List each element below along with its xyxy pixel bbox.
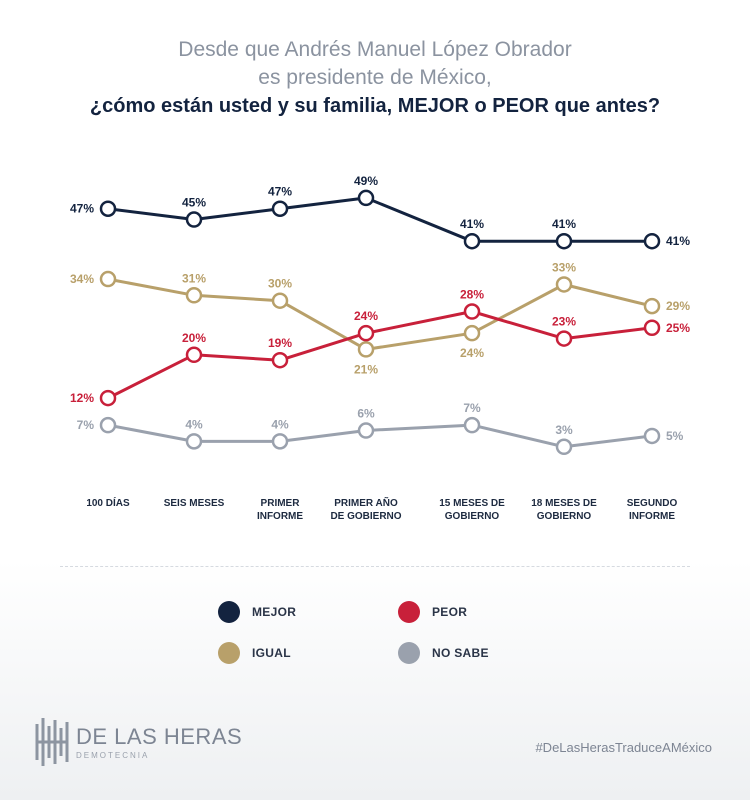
legend-swatch-peor	[398, 601, 420, 623]
data-label-peor: 25%	[666, 321, 690, 335]
data-point-no-sabe	[463, 416, 481, 434]
title-question: ¿cómo están usted y su familia, MEJOR o …	[89, 95, 661, 117]
data-point-mejor	[271, 200, 289, 217]
data-point-no-sabe	[357, 422, 375, 439]
data-point-peor	[271, 351, 289, 369]
legend-item-no-sabe: NO SABE	[398, 642, 489, 664]
data-point-igual	[99, 270, 117, 288]
data-label-no-sabe: 7%	[77, 418, 95, 432]
x-tick-label: PRIMER INFORME	[257, 498, 303, 522]
divider	[60, 566, 690, 567]
data-label-igual: 29%	[666, 299, 690, 313]
data-label-peor: 23%	[552, 315, 576, 329]
data-label-igual: 24%	[460, 346, 484, 360]
data-point-no-sabe	[555, 438, 573, 456]
data-label-peor: 12%	[70, 391, 94, 405]
data-point-mejor	[357, 189, 375, 207]
data-label-igual: 21%	[354, 362, 378, 376]
legend-label-no-sabe: NO SABE	[432, 646, 489, 660]
data-label-peor: 28%	[460, 288, 484, 302]
data-label-mejor: 49%	[354, 174, 378, 188]
data-label-peor: 20%	[182, 331, 206, 345]
data-point-peor	[185, 346, 203, 364]
data-point-mejor	[463, 232, 481, 250]
data-label-peor: 24%	[354, 309, 378, 323]
data-point-igual	[643, 297, 661, 315]
data-point-igual	[271, 292, 289, 309]
data-point-peor	[555, 330, 573, 347]
data-point-mejor	[643, 232, 661, 250]
data-label-mejor: 41%	[552, 217, 576, 231]
data-point-igual	[555, 276, 573, 293]
data-label-igual: 33%	[552, 260, 576, 274]
data-label-mejor: 41%	[666, 234, 690, 248]
data-point-peor	[643, 319, 661, 336]
data-label-no-sabe: 6%	[357, 407, 375, 421]
legend-swatch-igual	[218, 642, 240, 664]
data-point-igual	[185, 287, 203, 304]
data-label-no-sabe: 4%	[185, 417, 203, 431]
data-label-mejor: 41%	[460, 217, 484, 231]
data-point-no-sabe	[271, 433, 289, 450]
legend-item-igual: IGUAL	[218, 642, 291, 664]
line-chart: 47% 45% 47% 49% 41% 41% 41% 34% 31% 30% 21% 24% 33% 2…	[70, 174, 690, 522]
data-label-mejor: 47%	[268, 185, 292, 199]
title-line-1: Desde que Andrés Manuel López Obrador	[178, 38, 572, 61]
data-point-peor	[463, 303, 481, 320]
x-tick-label: SEGUNDO INFORME	[627, 498, 678, 522]
x-tick-label: SEIS MESES	[164, 498, 225, 509]
data-point-mejor	[185, 211, 203, 228]
data-label-peor: 19%	[268, 336, 292, 350]
title-line-2: es presidente de México,	[258, 66, 492, 89]
brand-logo: DE LAS HERAS DEMOTECNIA	[34, 716, 242, 768]
legend-swatch-mejor	[218, 601, 240, 623]
data-point-peor	[357, 324, 375, 342]
data-label-igual: 30%	[268, 277, 292, 291]
data-point-peor	[99, 389, 117, 407]
legend-label-peor: PEOR	[432, 605, 468, 619]
data-point-igual	[357, 341, 375, 358]
legend-label-mejor: MEJOR	[252, 605, 297, 619]
logo-icon	[35, 718, 69, 766]
logo-subtitle: DEMOTECNIA	[76, 751, 150, 760]
hashtag: #DeLasHerasTraduceAMéxico	[535, 740, 712, 755]
x-tick-label: 15 MESES DE GOBIERNO	[439, 498, 505, 522]
data-point-no-sabe	[185, 433, 203, 450]
data-point-mejor	[555, 232, 573, 250]
x-tick-label: 100 DÍAS	[86, 496, 130, 509]
logo-name: DE LAS HERAS	[76, 724, 243, 749]
x-tick-label: PRIMER AÑO DE GOBIERNO	[330, 496, 401, 522]
data-label-mejor: 45%	[182, 196, 206, 210]
x-tick-label: 18 MESES DE GOBIERNO	[531, 498, 597, 522]
data-point-igual	[463, 324, 481, 342]
legend-swatch-no-sabe	[398, 642, 420, 664]
data-label-no-sabe: 4%	[271, 417, 289, 431]
legend-label-igual: IGUAL	[252, 646, 291, 660]
data-point-no-sabe	[643, 427, 661, 445]
data-point-mejor	[99, 200, 117, 217]
data-label-no-sabe: 3%	[555, 423, 573, 437]
data-label-no-sabe: 7%	[463, 401, 481, 415]
legend-item-mejor: MEJOR	[218, 601, 296, 623]
data-label-no-sabe: 5%	[666, 429, 684, 443]
data-point-no-sabe	[99, 416, 117, 434]
data-label-mejor: 47%	[70, 202, 94, 216]
legend-item-peor: PEOR	[398, 601, 467, 623]
data-label-igual: 31%	[182, 271, 206, 285]
data-label-igual: 34%	[70, 272, 94, 286]
